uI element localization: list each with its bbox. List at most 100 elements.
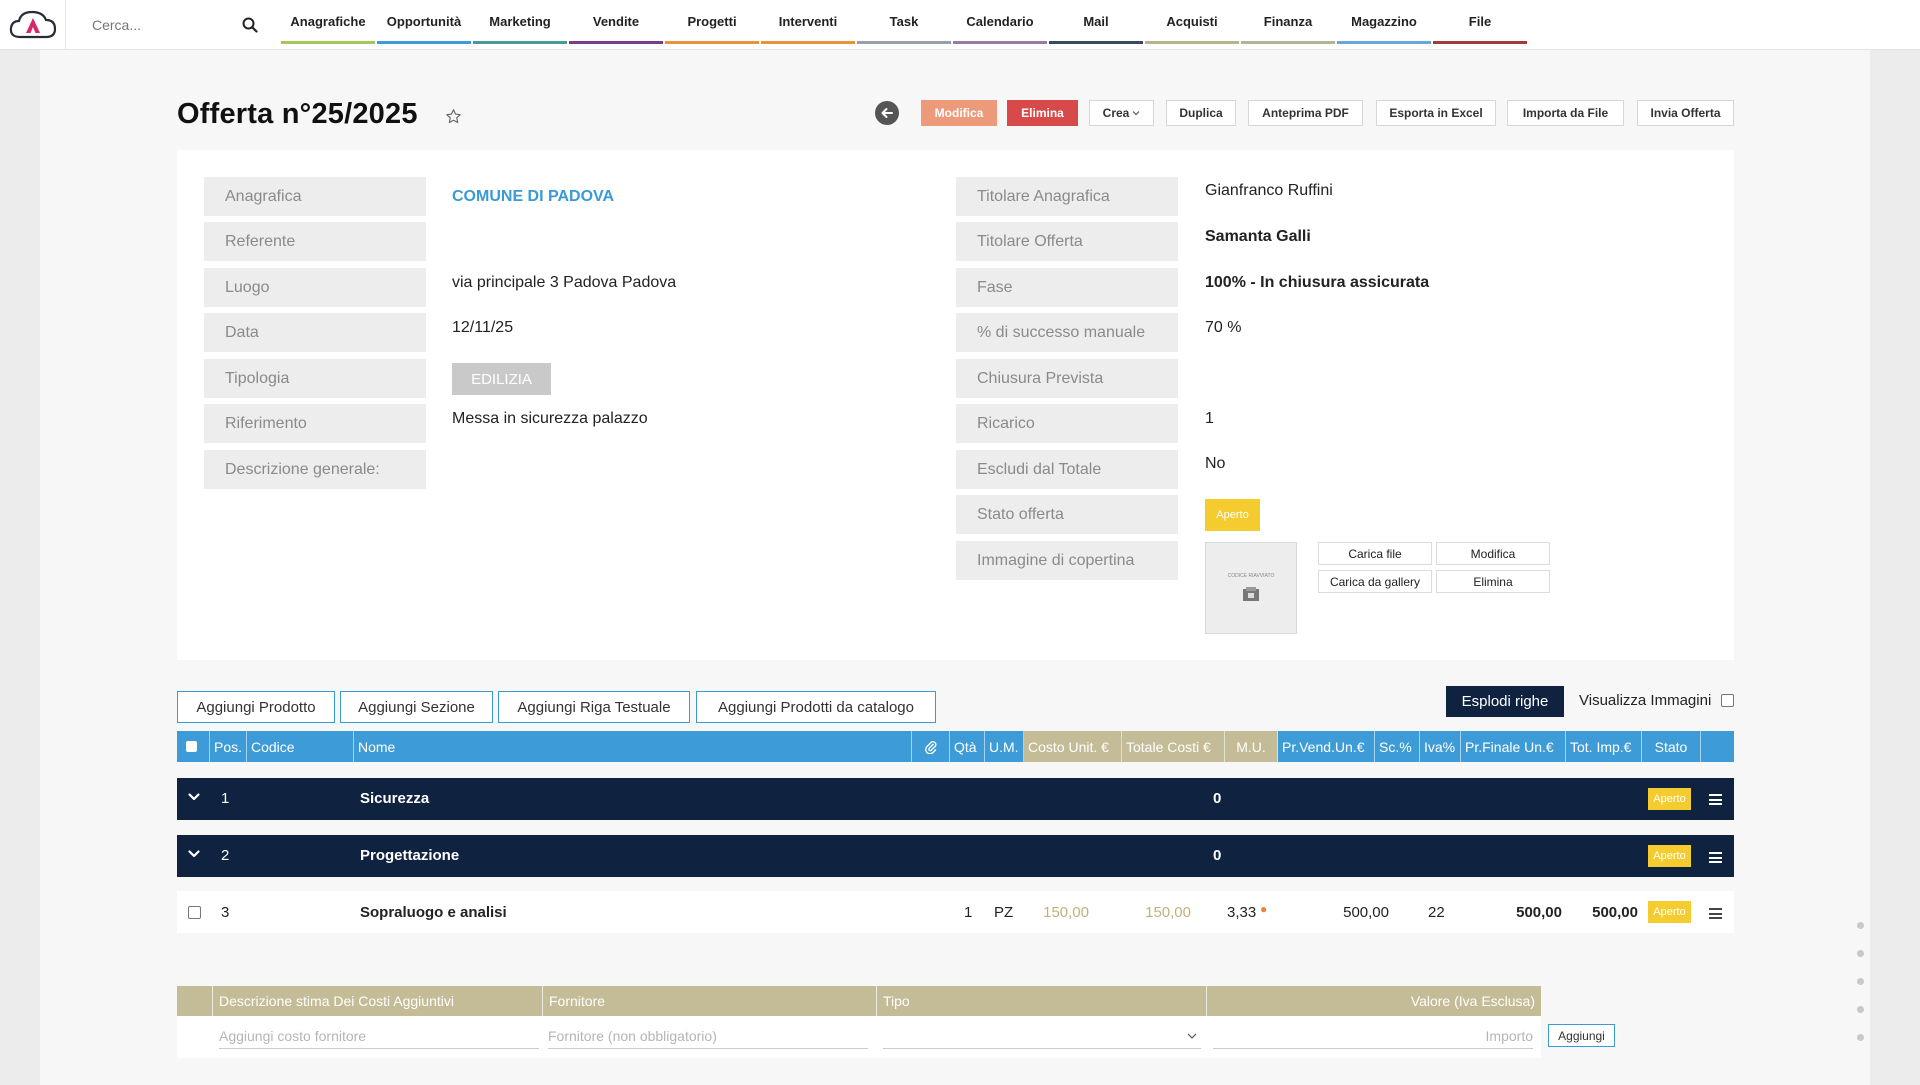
nav-item-mail[interactable]: Mail [1048, 0, 1144, 50]
modifica-button[interactable]: Modifica [921, 100, 997, 126]
aggiungi-sezione-button[interactable]: Aggiungi Sezione [340, 691, 493, 723]
item-name[interactable]: Sopraluogo e analisi [360, 904, 507, 921]
col-iva[interactable]: Iva% [1420, 731, 1461, 762]
anagrafica-link[interactable]: COMUNE DI PADOVA [452, 188, 615, 205]
col-mu[interactable]: M.U. [1225, 731, 1278, 762]
col-sconto[interactable]: Sc.% [1375, 731, 1420, 762]
nav-item-file[interactable]: File [1432, 0, 1528, 50]
cover-image-text: CODICE RIAVVIATO [1227, 573, 1275, 579]
nav-item-underline [569, 40, 663, 44]
successo-value: 70 % [1205, 319, 1242, 336]
aggiungi-prodotti-catalogo-button[interactable]: Aggiungi Prodotti da catalogo [696, 691, 936, 723]
nav-item-opportunit-[interactable]: Opportunità [376, 0, 472, 50]
cover-elimina-button[interactable]: Elimina [1436, 570, 1550, 593]
app-logo[interactable] [0, 0, 66, 50]
nav-item-magazzino[interactable]: Magazzino [1336, 0, 1432, 50]
col-qta[interactable]: Qtà [950, 731, 985, 762]
carica-file-button[interactable]: Carica file [1318, 542, 1432, 565]
nav-item-vendite[interactable]: Vendite [568, 0, 664, 50]
nav-item-task[interactable]: Task [856, 0, 952, 50]
costs-col-spacer [177, 986, 213, 1016]
image-placeholder-icon [1243, 587, 1259, 601]
costs-col-valore: Valore (Iva Esclusa) [1410, 993, 1535, 1009]
col-costo-unit[interactable]: Costo Unit. € [1024, 731, 1122, 762]
cover-modifica-button[interactable]: Modifica [1436, 542, 1550, 565]
visualizza-immagini-checkbox[interactable] [1721, 694, 1734, 707]
immagine-copertina-label: Immagine di copertina [956, 541, 1178, 580]
search-box [66, 0, 270, 50]
anteprima-pdf-button[interactable]: Anteprima PDF [1248, 100, 1363, 126]
search-icon[interactable] [242, 17, 258, 33]
costo-descrizione-input[interactable] [219, 1023, 539, 1049]
nav-item-label: Opportunità [386, 13, 462, 29]
fornitore-input[interactable] [548, 1023, 868, 1049]
nav-item-calendario[interactable]: Calendario [952, 0, 1048, 50]
nav-item-anagrafiche[interactable]: Anagrafiche [280, 0, 376, 50]
col-stato[interactable]: Stato [1642, 731, 1701, 762]
section-name: Sicurezza [360, 790, 430, 807]
scroll-dot[interactable] [1857, 950, 1864, 957]
duplica-button[interactable]: Duplica [1166, 100, 1236, 126]
page-title: Offerta n°25/2025 [177, 98, 418, 130]
nav-item-progetti[interactable]: Progetti [664, 0, 760, 50]
scroll-dot[interactable] [1857, 978, 1864, 985]
select-all-checkbox[interactable] [186, 741, 197, 752]
invia-offerta-button[interactable]: Invia Offerta [1637, 100, 1734, 126]
select-all-cell [177, 731, 210, 762]
row-menu-icon[interactable] [1709, 908, 1722, 919]
nav-item-acquisti[interactable]: Acquisti [1144, 0, 1240, 50]
row-menu-icon[interactable] [1709, 852, 1722, 863]
esplodi-righe-button[interactable]: Esplodi righe [1446, 686, 1564, 717]
nav-item-label: Magazzino [1351, 13, 1417, 29]
chevron-down-icon[interactable] [187, 847, 201, 861]
scroll-dot[interactable] [1857, 922, 1864, 929]
col-tot-imp[interactable]: Tot. Imp.€ [1566, 731, 1642, 762]
nav-item-interventi[interactable]: Interventi [760, 0, 856, 50]
markup-indicator-icon: ● [1260, 902, 1268, 916]
col-nome[interactable]: Nome [354, 731, 912, 762]
fase-label: Fase [956, 268, 1178, 307]
row-menu-icon[interactable] [1709, 794, 1722, 805]
col-codice[interactable]: Codice [247, 731, 354, 762]
nav-item-marketing[interactable]: Marketing [472, 0, 568, 50]
nav-item-label: Calendario [966, 13, 1034, 29]
nav-item-underline [1337, 40, 1431, 44]
col-um[interactable]: U.M. [985, 731, 1024, 762]
row-checkbox[interactable] [188, 906, 201, 919]
aggiungi-riga-testuale-button[interactable]: Aggiungi Riga Testuale [498, 691, 690, 723]
item-iva: 22 [1428, 904, 1445, 921]
chevron-down-icon[interactable] [187, 790, 201, 804]
col-pos[interactable]: Pos. [210, 731, 247, 762]
crea-dropdown-button[interactable]: Crea [1089, 100, 1154, 126]
importa-file-button[interactable]: Importa da File [1507, 100, 1624, 126]
nav-item-underline [953, 40, 1047, 44]
titolare-anagrafica-label: Titolare Anagrafica [956, 177, 1178, 216]
search-input[interactable] [92, 16, 232, 33]
col-allegati[interactable] [912, 731, 950, 762]
nav-item-label: Vendite [592, 13, 640, 29]
aggiungi-costo-button[interactable]: Aggiungi [1548, 1024, 1615, 1047]
col-pr-vend[interactable]: Pr.Vend.Un.€ [1278, 731, 1375, 762]
titolare-anagrafica-value: Gianfranco Ruffini [1205, 182, 1333, 199]
col-pr-finale[interactable]: Pr.Finale Un.€ [1461, 731, 1566, 762]
col-totale-costi[interactable]: Totale Costi € [1122, 731, 1225, 762]
section-row[interactable]: 2 Progettazione 0 Aperto [177, 835, 1734, 877]
nav-item-underline [761, 40, 855, 44]
cover-image[interactable]: CODICE RIAVVIATO [1205, 542, 1297, 634]
fase-value: 100% - In chiusura assicurata [1205, 274, 1430, 291]
scroll-dot[interactable] [1857, 1034, 1864, 1041]
aggiungi-prodotto-button[interactable]: Aggiungi Prodotto [177, 691, 335, 723]
tipo-select[interactable] [883, 1023, 1201, 1049]
item-pr-vend: 500,00 [1343, 904, 1389, 921]
back-button[interactable] [875, 101, 899, 125]
table-row[interactable]: 3 Sopraluogo e analisi 1 PZ 150,00 150,0… [177, 891, 1734, 933]
esporta-excel-button[interactable]: Esporta in Excel [1376, 100, 1496, 126]
star-icon[interactable] [445, 108, 462, 125]
section-row[interactable]: 1 Sicurezza 0 Aperto [177, 778, 1734, 820]
elimina-button[interactable]: Elimina [1007, 100, 1078, 126]
nav-item-finanza[interactable]: Finanza [1240, 0, 1336, 50]
chiusura-label: Chiusura Prevista [956, 359, 1178, 398]
scroll-dot[interactable] [1857, 1006, 1864, 1013]
importo-input[interactable] [1213, 1023, 1533, 1049]
carica-gallery-button[interactable]: Carica da gallery [1318, 570, 1432, 593]
